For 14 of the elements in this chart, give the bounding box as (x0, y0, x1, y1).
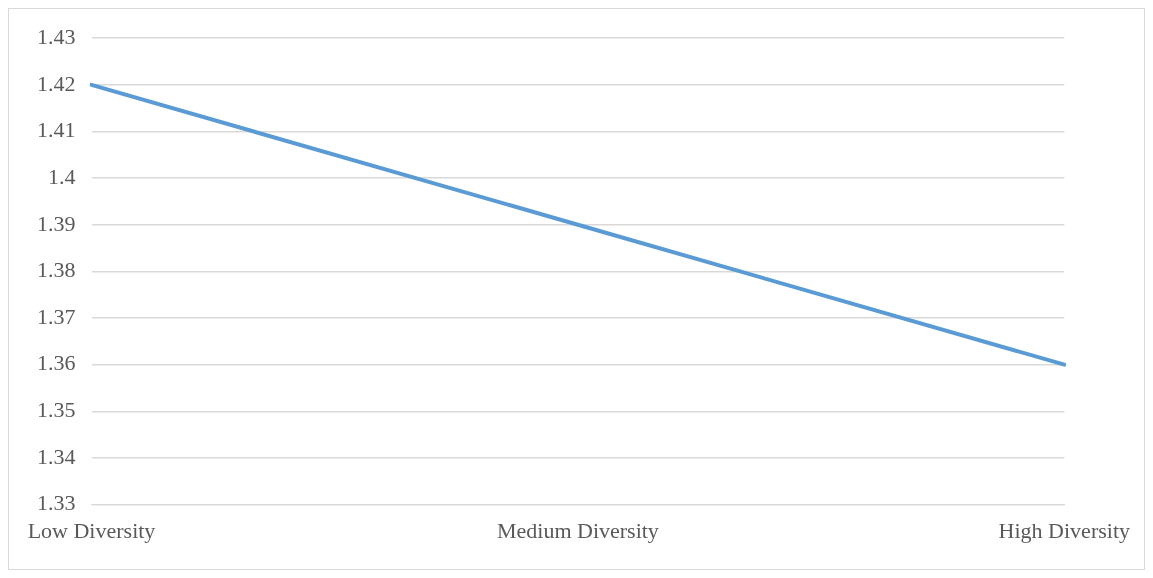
y-tick-label: 1.33 (37, 490, 76, 516)
y-tick-label: 1.41 (37, 117, 76, 143)
y-tick-label: 1.36 (37, 350, 76, 376)
y-tick-label: 1.43 (37, 23, 76, 49)
x-tick-label: Medium Diversity (496, 517, 659, 543)
y-tick-label: 1.38 (37, 257, 76, 283)
y-tick-label: 1.37 (37, 303, 76, 329)
y-tick-label: 1.4 (48, 163, 76, 189)
y-tick-label: 1.34 (37, 443, 76, 469)
x-tick-label: Low Diversity (27, 517, 156, 543)
y-tick-label: 1.35 (37, 397, 76, 423)
y-tick-label: 1.39 (37, 210, 76, 236)
y-tick-label: 1.42 (37, 70, 76, 96)
x-tick-label: High Diversity (998, 517, 1131, 543)
